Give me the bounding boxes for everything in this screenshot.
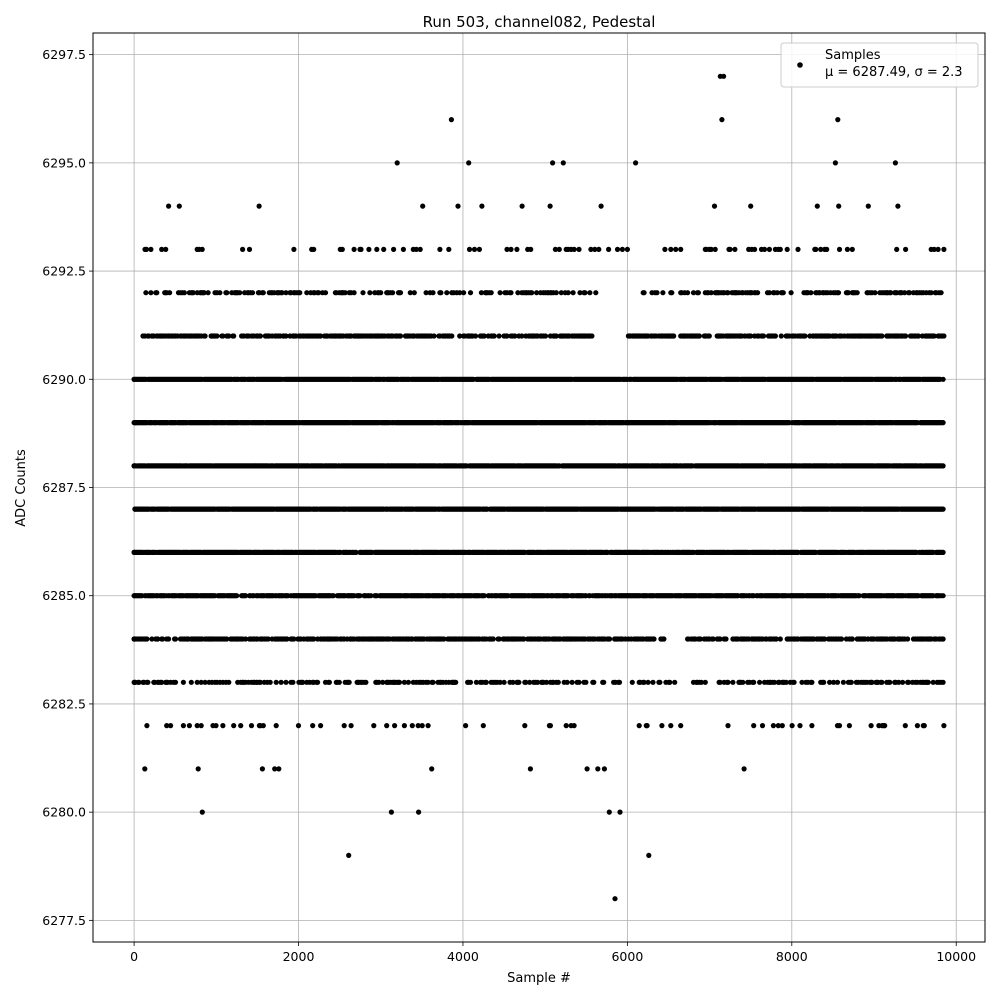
sample-point — [940, 593, 946, 599]
sample-point — [940, 376, 946, 382]
sample-point — [940, 549, 946, 556]
sample-point — [172, 636, 179, 642]
sample-point — [940, 420, 946, 426]
sample-point — [234, 593, 240, 599]
sample-point — [661, 636, 667, 642]
sample-point — [940, 506, 946, 512]
sample-point — [777, 636, 783, 642]
sample-point — [607, 636, 613, 642]
sample-point — [490, 636, 496, 642]
sample-point — [144, 636, 150, 642]
sample-point — [940, 463, 946, 469]
sample-point — [723, 636, 729, 642]
data-points — [131, 73, 947, 902]
sample-point — [166, 636, 172, 642]
chart-title: Run 503, channel082, Pedestal — [423, 13, 656, 31]
sample-point — [651, 636, 657, 642]
sample-point — [838, 636, 845, 642]
sample-point — [849, 636, 855, 642]
